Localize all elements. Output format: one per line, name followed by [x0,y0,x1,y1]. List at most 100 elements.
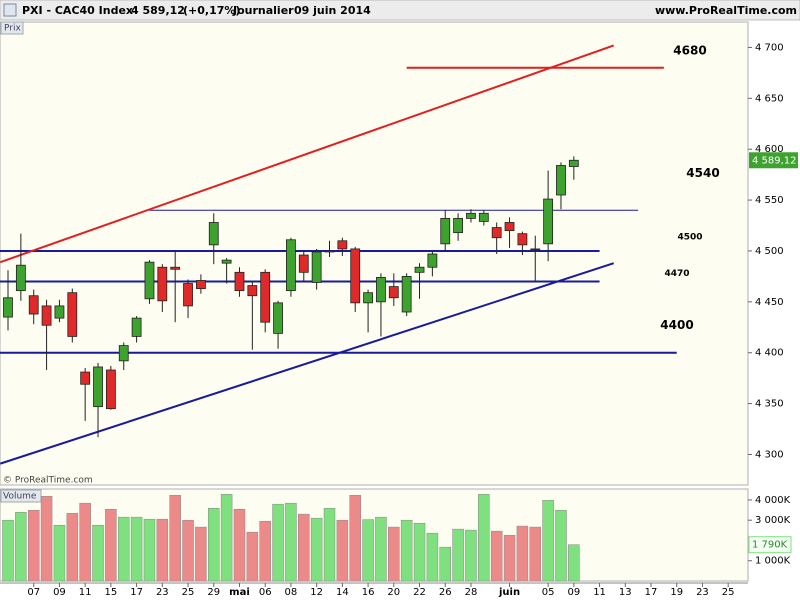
candle-body [388,286,399,299]
last-volume-label: 1 790K [752,540,788,551]
candle-body [247,285,258,297]
volume-bar [182,519,194,582]
watermark: © ProRealTime.com [3,476,93,486]
volume-bar [439,546,451,582]
volume-bar [233,509,246,582]
candle-body [67,292,78,337]
volume-bar [208,508,220,582]
panel-tag [0,21,24,35]
y-tick-label: 4 350 [755,399,784,410]
y-tick-label: 4 450 [755,297,784,308]
x-tick-label: 17 [645,587,658,598]
volume-bar [465,529,477,582]
candle-body [183,283,193,307]
x-tick-label: 16 [362,587,375,598]
x-tick-label: mai [229,587,250,598]
volume-bar [195,526,207,582]
x-tick-label: 11 [593,587,606,598]
candle-body [15,264,26,292]
candle-body [401,275,412,313]
x-tick-label: 09 [567,587,580,598]
x-tick-label: 26 [439,587,452,598]
volume-bar [156,518,169,582]
candle-body [363,292,373,304]
candle-body [491,227,502,239]
volume-bar [15,512,27,582]
level-label: 4400 [660,318,693,332]
x-tick-label: juin [498,587,520,598]
volume-bar [298,513,310,582]
level-label: 4500 [677,232,702,242]
volume-tag [0,489,42,503]
trendline [0,44,615,264]
last-price-label: 4 589,12 [752,155,797,166]
volume-bar [130,516,143,582]
volume-bar [426,532,439,582]
volume-bar [375,516,387,582]
volume-bar [117,516,130,582]
candle-body [234,271,245,292]
y-tick-label: 4 600 [755,144,784,155]
volume-bar [143,518,156,582]
level-label: 4470 [664,269,689,279]
x-tick-label: 22 [413,587,426,598]
x-tick-label: 06 [259,587,272,598]
volume-tick-label: 1 000K [755,556,791,567]
candle-body [298,254,309,273]
candle-body [41,305,52,326]
last-volume-tag [748,536,792,554]
volume-bar [503,534,516,582]
candle-body [376,277,386,303]
x-tick-label: 08 [285,587,298,598]
candle-body [131,317,142,337]
x-tick-label: 17 [130,587,143,598]
volume-label: Volume [3,492,37,502]
volume-bar [310,517,323,582]
candle-body [54,305,65,319]
x-tick-label: 14 [336,587,349,598]
trendline [0,262,615,465]
period: Journalier [232,4,294,17]
volume-tick-label: 4 000K [755,495,791,506]
candle-body [157,266,168,302]
candle-body [118,345,129,362]
candle-body [517,233,528,246]
candle-body [311,251,322,283]
candle-body [324,250,335,253]
volume-bar [400,519,413,582]
candle-body [221,259,232,264]
volume-bar [568,544,580,582]
volume-bar [452,528,464,582]
header-icon [3,3,17,17]
candle-body [568,159,579,167]
volume-bar [388,526,400,582]
volume-bar [413,522,426,582]
volume-bar [40,496,53,582]
x-tick-label: 07 [27,587,40,598]
x-tick-label: 05 [542,587,555,598]
x-tick-label: 23 [156,587,169,598]
x-tick-label: 09 [53,587,66,598]
y-tick-label: 4 300 [755,449,784,460]
candle-body [28,295,39,315]
volume-bar [490,530,503,582]
volume-bar [27,510,40,582]
candle-body [337,240,348,250]
candle-body [208,222,219,246]
volume-bar [285,502,297,582]
candle-body [286,239,296,292]
volume-bar [259,520,271,582]
x-tick-label: 29 [207,587,220,598]
header-bar [0,0,800,21]
date: 09 juin 2014 [294,4,371,17]
volume-bar [246,531,259,582]
y-tick-label: 4 700 [755,42,784,53]
volume-bar [529,526,542,582]
y-tick-label: 4 550 [755,195,784,206]
price-panel [0,21,749,486]
volume-bar [542,500,554,582]
y-tick-label: 4 650 [755,93,784,104]
volume-bar [2,519,14,582]
volume-bar [349,495,361,582]
x-tick-label: 23 [696,587,709,598]
